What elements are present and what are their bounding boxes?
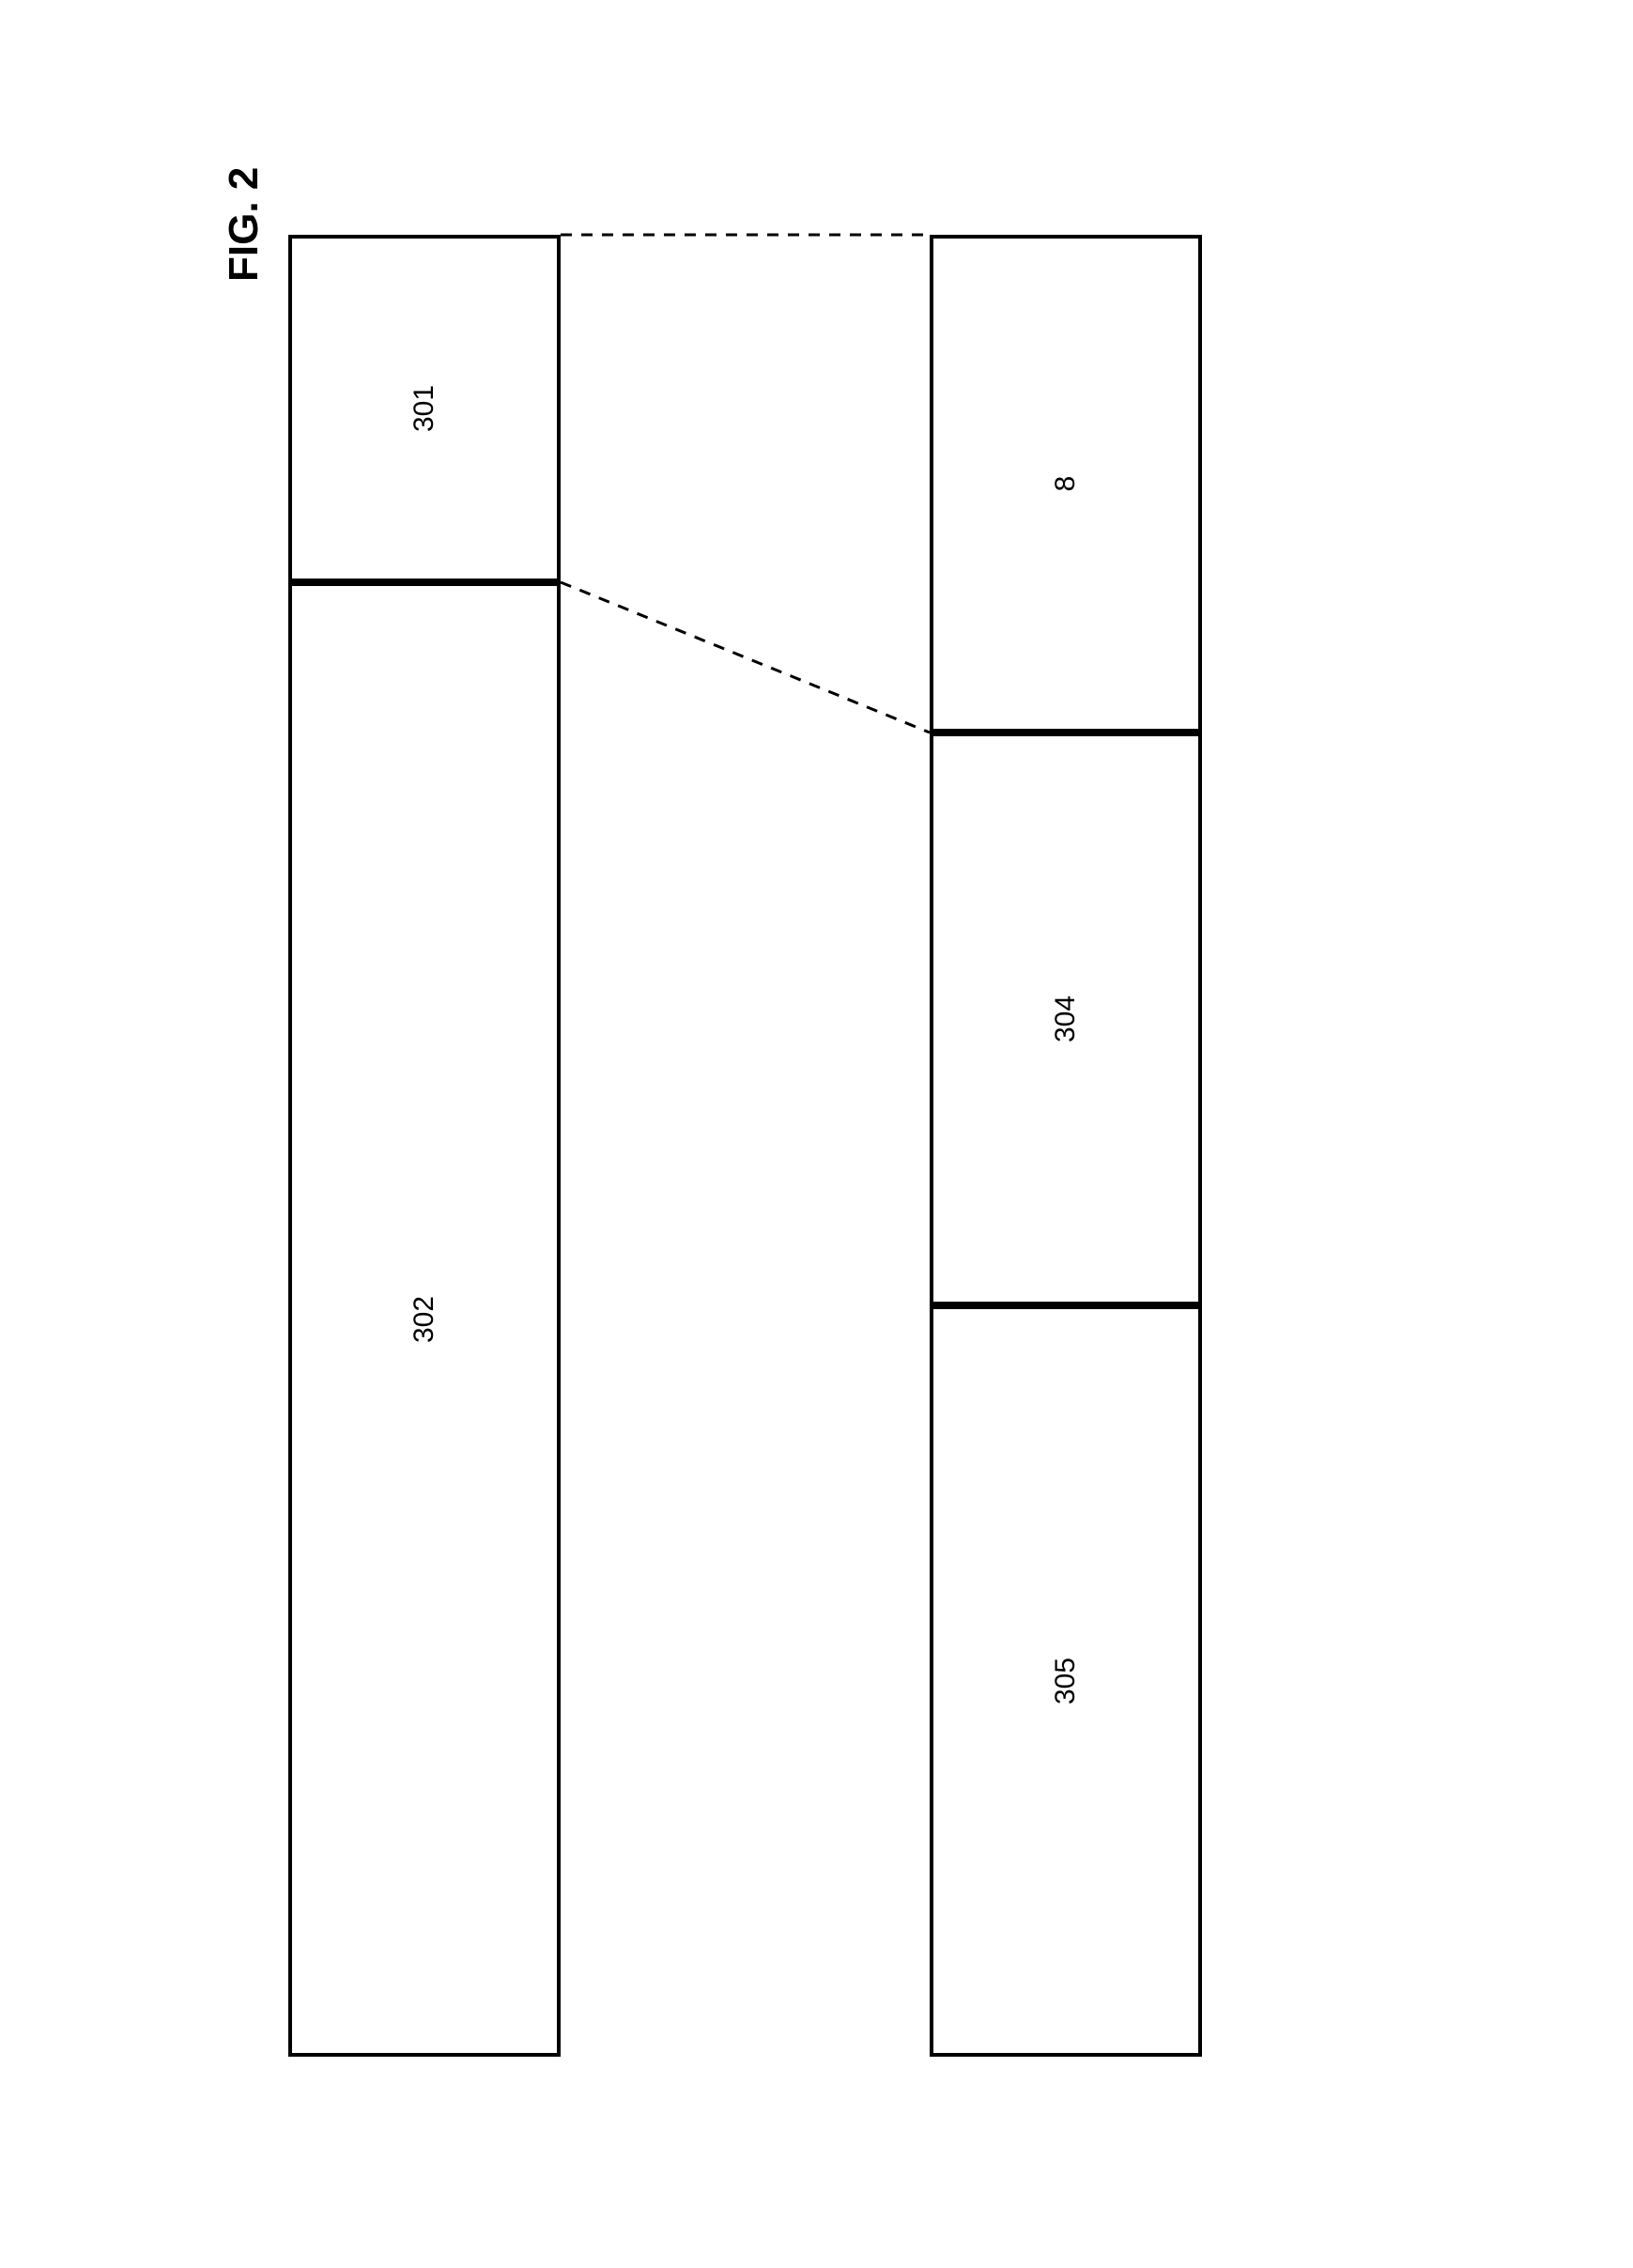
connector-1 [561,582,930,733]
connector-lines [0,0,1633,2268]
